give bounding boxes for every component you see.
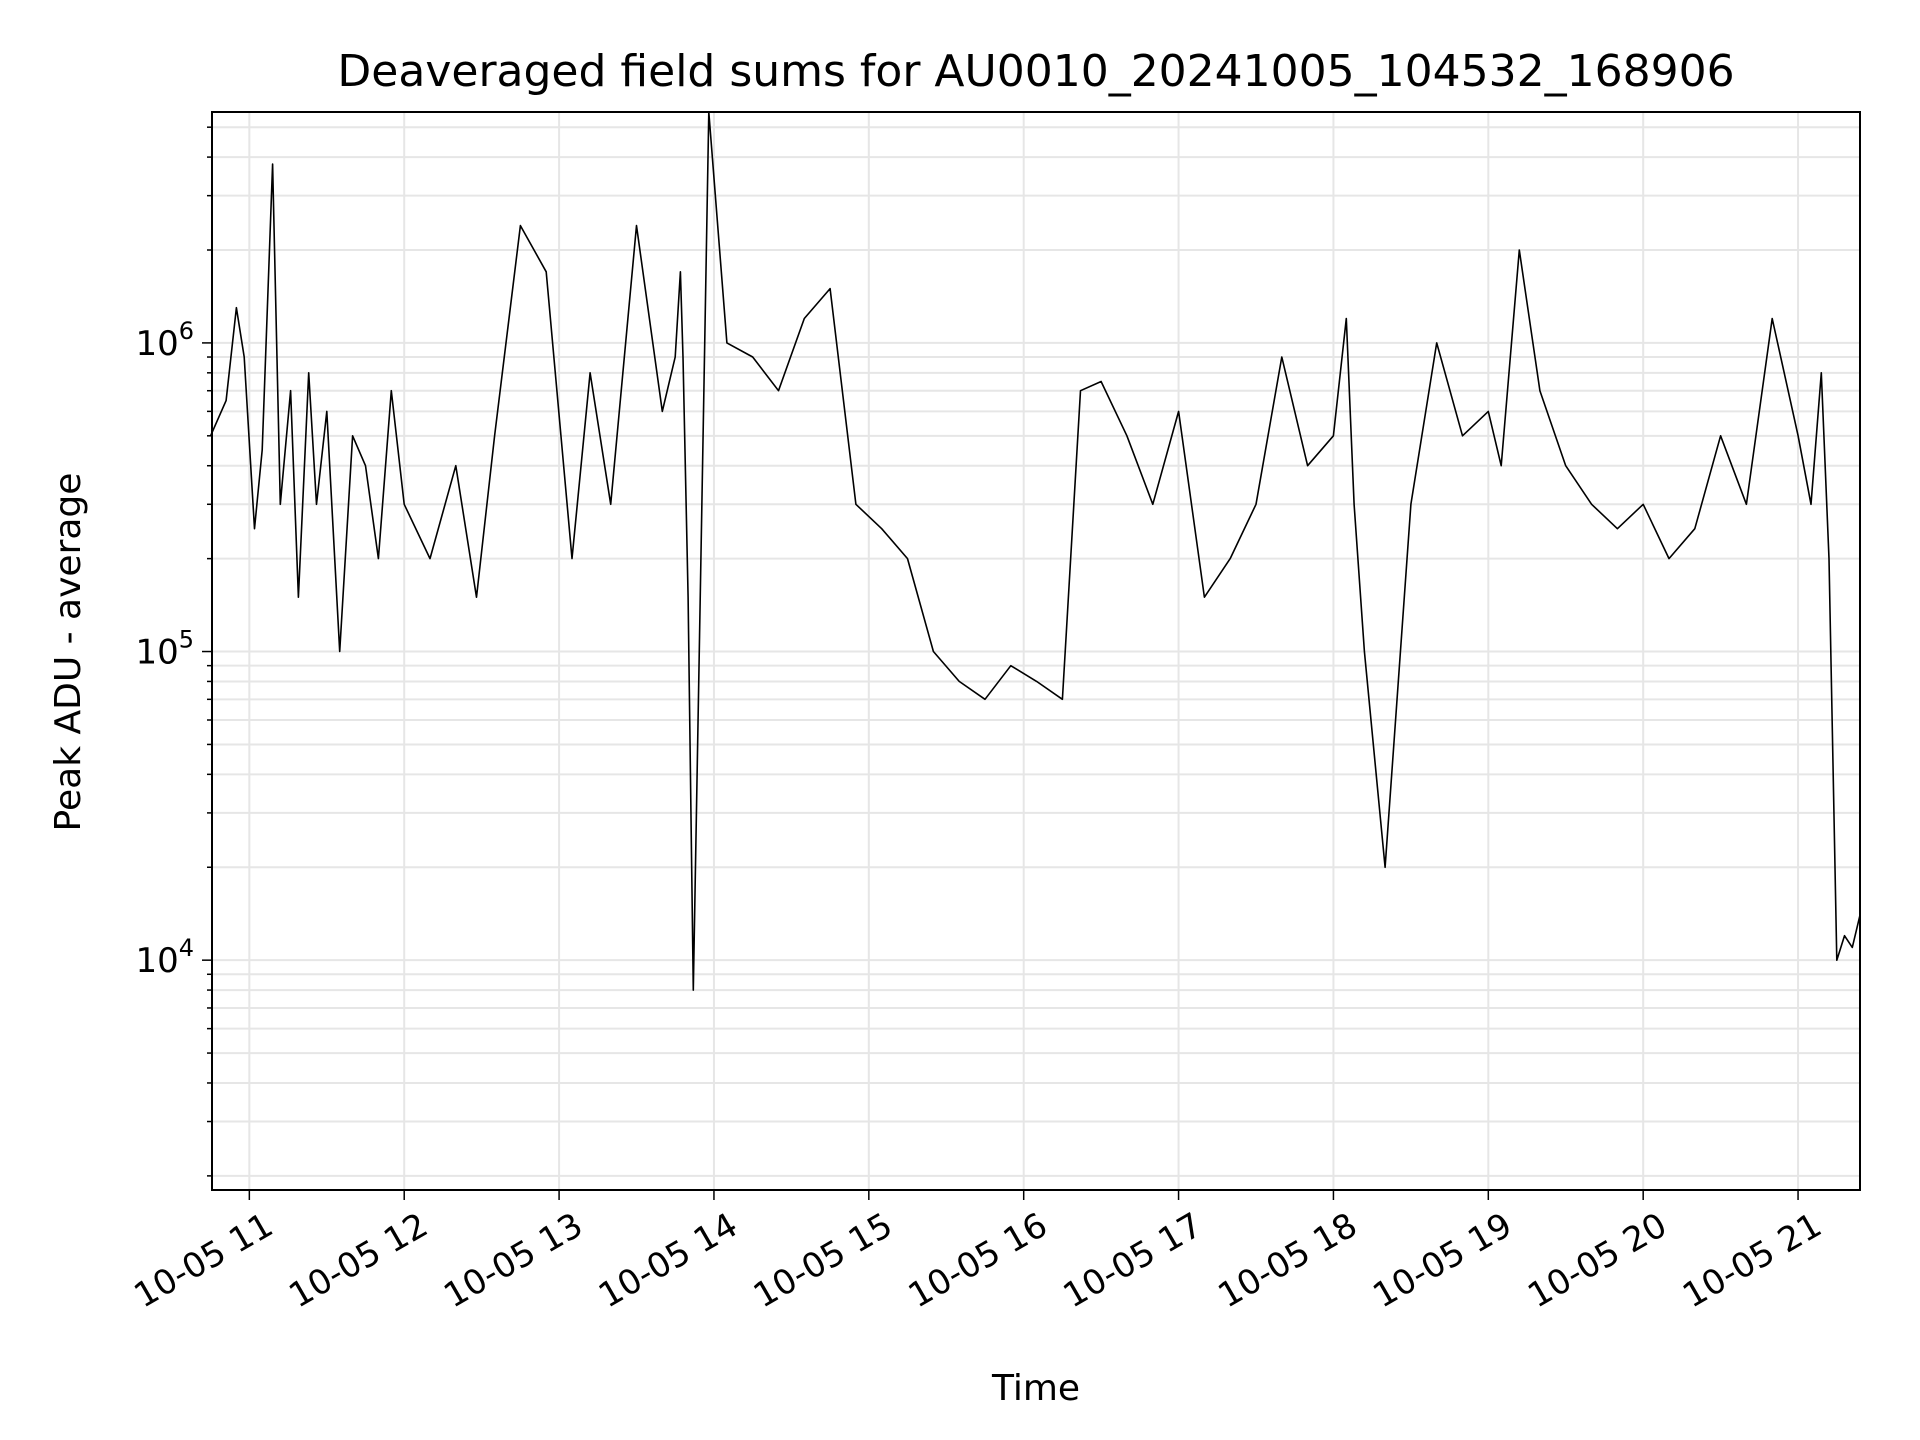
chart-title: Deaveraged field sums for AU0010_2024100…: [337, 46, 1734, 97]
data-layer: [209, 111, 1861, 991]
series-line: [209, 111, 1861, 991]
grid: [212, 112, 1860, 1190]
y-tick-label: 104: [135, 934, 194, 981]
y-tick-label: 106: [135, 317, 194, 364]
y-tick-label: 105: [135, 626, 194, 673]
y-axis-label: Peak ADU - average: [48, 473, 89, 832]
x-axis-label: Time: [991, 1368, 1080, 1409]
